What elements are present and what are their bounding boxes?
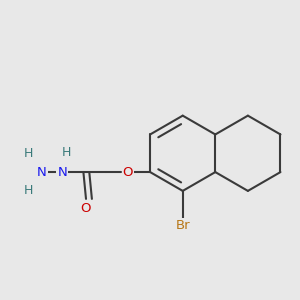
Text: Br: Br <box>176 219 190 232</box>
Text: O: O <box>80 202 91 214</box>
Text: H: H <box>61 146 71 159</box>
Text: H: H <box>24 184 33 196</box>
Text: H: H <box>24 147 33 160</box>
Text: N: N <box>37 166 47 178</box>
Text: O: O <box>123 166 133 178</box>
Text: N: N <box>57 166 67 178</box>
